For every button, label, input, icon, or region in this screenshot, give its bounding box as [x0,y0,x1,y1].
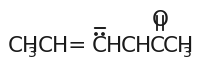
Text: CH: CH [8,36,39,56]
Text: O: O [152,10,169,30]
Circle shape [102,33,104,35]
Text: C: C [150,36,165,56]
Text: 3: 3 [183,46,192,60]
Text: CH: CH [121,36,152,56]
Text: CH: CH [163,36,194,56]
Text: CH: CH [92,36,123,56]
Circle shape [95,33,97,35]
Text: 3: 3 [28,46,37,60]
Text: CH=: CH= [38,36,87,56]
